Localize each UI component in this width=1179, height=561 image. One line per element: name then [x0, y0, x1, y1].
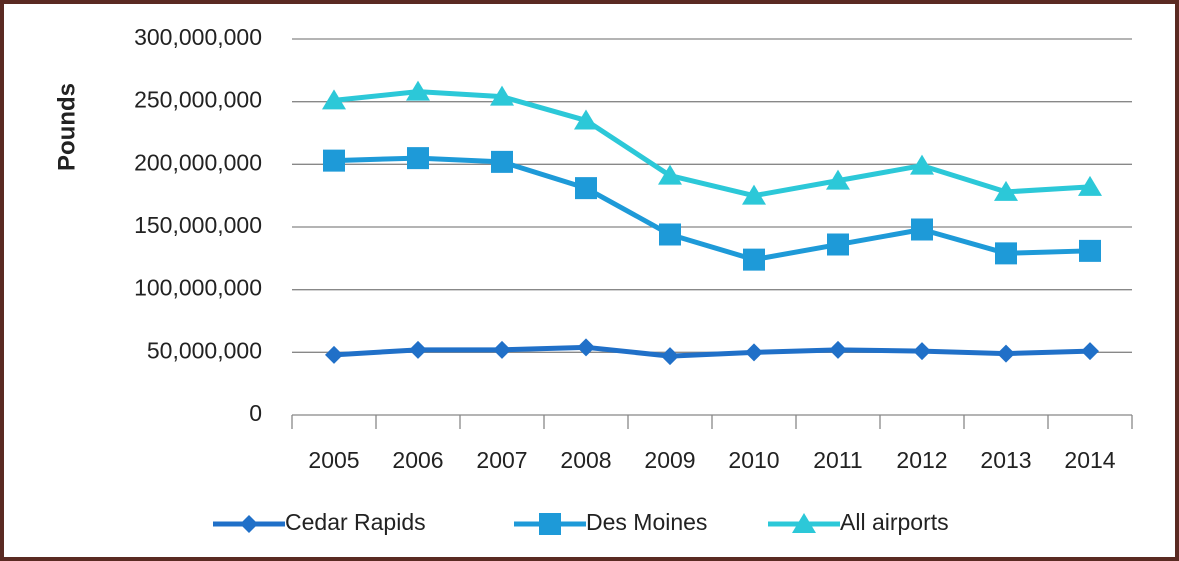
data-point [994, 180, 1018, 201]
y-tick-label: 150,000,000 [134, 212, 262, 238]
data-point [827, 233, 849, 256]
data-point [745, 343, 763, 362]
x-tick-label: 2012 [896, 447, 947, 473]
y-tick-label: 0 [249, 400, 262, 426]
data-point [575, 177, 597, 200]
x-tick-label: 2014 [1064, 447, 1115, 473]
data-point [743, 248, 765, 271]
x-tick-label: 2006 [392, 447, 443, 473]
data-point [742, 184, 766, 205]
data-point [995, 242, 1017, 265]
x-tick-label: 2005 [308, 447, 359, 473]
x-tick-label: 2013 [980, 447, 1031, 473]
y-tick-label: 300,000,000 [134, 24, 262, 50]
data-point [1078, 175, 1102, 196]
data-point [997, 344, 1015, 363]
data-point [574, 109, 598, 130]
data-point [322, 89, 346, 110]
data-point [490, 85, 514, 106]
series-line [333, 89, 1091, 199]
x-tick-label: 2009 [644, 447, 695, 473]
legend-marker [539, 513, 561, 535]
y-tick-label: 100,000,000 [134, 275, 262, 301]
data-point [407, 147, 429, 170]
x-tick-label: 2011 [813, 447, 862, 473]
legend-label: All airports [840, 509, 949, 535]
data-point [406, 80, 430, 101]
series-line [333, 344, 1091, 359]
data-point [1081, 342, 1099, 361]
data-point [493, 340, 511, 359]
x-tick-label: 2010 [728, 447, 779, 473]
legend-label: Cedar Rapids [285, 509, 426, 535]
y-tick-label: 200,000,000 [134, 149, 262, 175]
legend-marker [792, 513, 816, 533]
data-point [661, 347, 679, 366]
y-tick-label: 250,000,000 [134, 87, 262, 113]
x-tick-label: 2008 [560, 447, 611, 473]
data-point [1079, 239, 1101, 262]
data-point [577, 338, 595, 357]
data-point [658, 164, 682, 185]
data-point [325, 345, 343, 364]
legend-marker [240, 515, 258, 533]
data-point [911, 218, 933, 241]
data-point [829, 340, 847, 359]
data-point [913, 342, 931, 361]
x-tick-label: 2007 [476, 447, 527, 473]
y-axis-label: Pounds [53, 83, 80, 171]
legend-label: Des Moines [586, 509, 707, 535]
data-point [659, 223, 681, 246]
data-point [491, 150, 513, 173]
data-point [826, 169, 850, 190]
series-line [333, 155, 1091, 263]
data-point [910, 154, 934, 175]
data-point [409, 340, 427, 359]
y-tick-label: 50,000,000 [147, 337, 262, 363]
data-point [323, 149, 345, 172]
